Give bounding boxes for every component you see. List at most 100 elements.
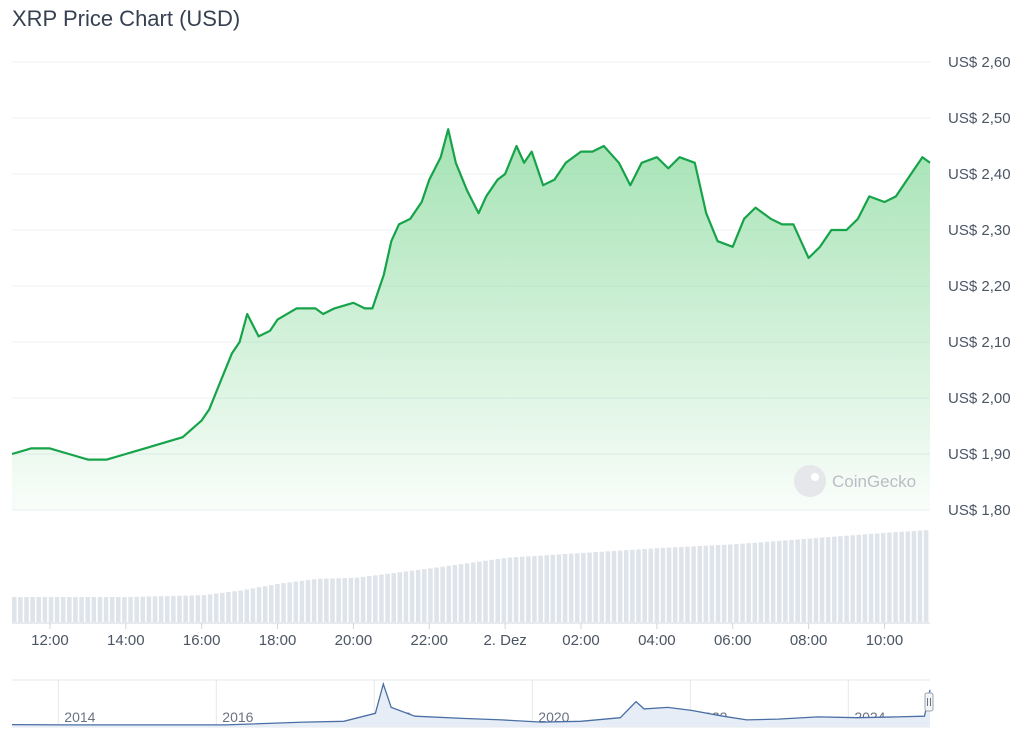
volume-bar	[605, 551, 611, 622]
volume-bar	[12, 597, 17, 622]
volume-bar	[740, 543, 745, 622]
volume-bar	[226, 592, 231, 622]
volume-bar	[905, 531, 911, 622]
x-tick-label: 20:00	[335, 632, 373, 649]
volume-bar	[471, 562, 476, 622]
volume-bar	[685, 546, 690, 622]
volume-bar	[611, 550, 617, 622]
volume-bar	[917, 530, 923, 622]
volume-bar	[330, 578, 335, 622]
volume-bar	[556, 554, 562, 622]
volume-bar	[116, 597, 121, 622]
volume-bar	[783, 540, 788, 622]
volume-bar	[813, 538, 819, 622]
volume-bar	[415, 569, 421, 622]
volume-bar	[207, 594, 213, 622]
volume-bar	[734, 544, 739, 622]
price-area	[11, 128, 931, 510]
navigator-tick-label: 2016	[222, 709, 253, 725]
volume-bar	[60, 597, 66, 622]
navigator-tick-label: 2020	[538, 709, 569, 725]
x-axis: 12:00 14:00 16:00 18:00 20:00 22:00 2. Dez 02:0…	[12, 622, 930, 649]
volume-bar	[568, 553, 574, 622]
volume-bar	[158, 596, 164, 622]
volume-bar	[807, 538, 813, 622]
gecko-logo-icon	[794, 465, 826, 497]
volume-bar	[746, 543, 751, 622]
volume-bar	[189, 595, 194, 622]
volume-bar	[507, 557, 513, 622]
volume-bar	[336, 578, 341, 622]
volume-bar	[366, 576, 372, 622]
y-tick-label: US$ 2,30	[948, 222, 1011, 239]
volume-bar	[911, 531, 917, 622]
volume-bar	[477, 561, 482, 622]
x-tick-label: 08:00	[790, 632, 828, 649]
volume-bar	[538, 555, 543, 622]
volume-bar	[495, 559, 500, 622]
volume-bar	[409, 570, 415, 622]
volume-bar	[103, 597, 109, 622]
watermark-text: CoinGecko	[832, 472, 916, 491]
y-tick-label: US$ 2,60	[948, 54, 1011, 71]
volume-bar	[550, 554, 556, 622]
coingecko-watermark: CoinGecko	[794, 465, 916, 497]
volume-bar	[397, 572, 403, 622]
volume-bar	[801, 539, 806, 622]
volume-bar	[140, 596, 146, 622]
volume-bar	[709, 545, 715, 622]
volume-bar	[832, 536, 837, 622]
y-tick-label: US$ 1,90	[948, 446, 1011, 463]
volume-bar	[109, 597, 115, 622]
volume-bar	[464, 563, 470, 622]
volume-bar	[752, 542, 758, 622]
x-tick-label: 12:00	[31, 632, 69, 649]
chart-title: XRP Price Chart (USD)	[12, 6, 241, 31]
volume-bar	[679, 546, 684, 622]
volume-bar	[838, 536, 843, 622]
volume-bar	[152, 596, 158, 622]
volume-bar	[513, 557, 519, 622]
volume-bar	[348, 577, 354, 622]
volume-bar	[795, 539, 800, 622]
volume-bar	[281, 583, 286, 622]
volume-bar	[128, 596, 133, 622]
volume-bar	[79, 597, 84, 622]
price-line	[11, 128, 931, 461]
volume-bar	[373, 575, 378, 622]
volume-bar	[624, 550, 629, 622]
volume-bar	[183, 595, 188, 622]
x-tick-label: 02:00	[562, 632, 600, 649]
volume-bar	[452, 564, 458, 622]
volume-bar	[856, 534, 862, 622]
volume-bar	[666, 547, 672, 622]
volume-bar	[617, 550, 623, 622]
volume-bar	[764, 541, 770, 622]
volume-bar	[379, 574, 384, 622]
volume-bar	[575, 553, 580, 622]
volume-bar	[318, 578, 323, 622]
volume-bar	[887, 532, 892, 622]
x-tick-label: 16:00	[183, 632, 221, 649]
y-tick-label: US$ 2,50	[948, 110, 1011, 127]
volume-bar	[354, 577, 360, 622]
volume-bar	[434, 567, 439, 622]
x-tick-label: 06:00	[714, 632, 752, 649]
volume-bar	[721, 544, 727, 622]
volume-bar	[250, 588, 256, 622]
volume-bar	[305, 580, 311, 622]
volume-bar	[819, 537, 825, 622]
x-tick-label: 14:00	[107, 632, 145, 649]
volume-bar	[213, 593, 219, 622]
volume-bar	[868, 533, 874, 622]
volume-bar	[593, 552, 598, 622]
volume-bars	[12, 530, 929, 622]
volume-bar	[201, 595, 207, 622]
volume-bar	[256, 587, 262, 622]
volume-bar	[703, 545, 709, 622]
volume-bar	[165, 596, 170, 622]
volume-bar	[446, 565, 452, 622]
volume-bar	[428, 568, 433, 622]
range-navigator[interactable]: 201420162018202020222024	[11, 679, 934, 728]
